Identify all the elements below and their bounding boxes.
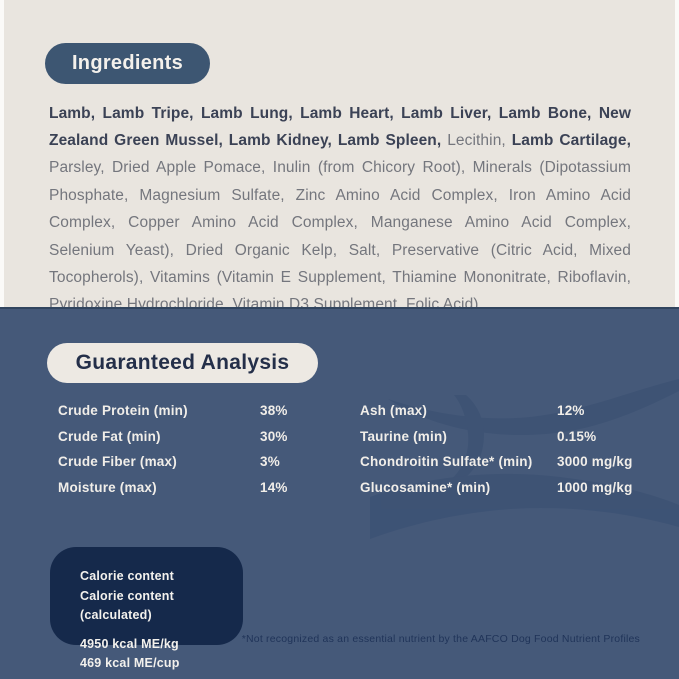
analysis-row-crude-fat: Crude Fat (min) 30%	[58, 429, 358, 455]
analysis-value: 3%	[260, 454, 280, 470]
right-edge-strip	[675, 0, 679, 307]
analysis-label: Taurine (min)	[360, 428, 448, 444]
analysis-value: 14%	[260, 480, 288, 496]
analysis-left-column: Crude Protein (min) 38% Crude Fat (min) …	[58, 403, 358, 506]
analysis-value: 3000 mg/kg	[557, 454, 633, 470]
analysis-value: 38%	[260, 403, 288, 418]
left-edge-strip	[0, 0, 4, 307]
ingredients-segment-bold-1: Lamb, Lamb Tripe, Lamb Lung, Lamb Heart,…	[49, 104, 631, 149]
analysis-label: Chondroitin Sulfate* (min)	[360, 454, 533, 470]
ingredients-segment-regular-1: Lecithin,	[447, 131, 506, 149]
analysis-label: Crude Fat (min)	[58, 428, 161, 444]
analysis-label: Ash (max)	[360, 403, 428, 418]
ingredients-list-text: Lamb, Lamb Tripe, Lamb Lung, Lamb Heart,…	[49, 100, 631, 319]
analysis-right-column: Ash (max) 12% Taurine (min) 0.15% Chondr…	[360, 403, 660, 506]
analysis-row-taurine: Taurine (min) 0.15%	[360, 429, 660, 455]
analysis-label: Moisture (max)	[58, 480, 157, 496]
guaranteed-analysis-title: Guaranteed Analysis	[75, 351, 290, 374]
calorie-content-calculated-line: Calorie content (calculated)	[80, 588, 174, 623]
calorie-kcal-kg: 4950 kcal ME/kg	[80, 636, 179, 651]
calorie-kcal-cup: 469 kcal ME/cup	[80, 656, 180, 670]
calorie-content-line: Calorie content	[80, 569, 174, 583]
analysis-value: 30%	[260, 428, 288, 444]
ingredients-segment-regular-2: Parsley, Dried Apple Pomace, Inulin (fro…	[49, 159, 631, 314]
analysis-label: Crude Protein (min)	[58, 403, 188, 418]
analysis-row-crude-protein: Crude Protein (min) 38%	[58, 403, 358, 429]
guaranteed-analysis-title-pill: Guaranteed Analysis	[47, 343, 318, 383]
calorie-content-box: Calorie content Calorie content (calcula…	[50, 547, 243, 670]
analysis-value: 0.15%	[557, 428, 597, 444]
analysis-row-glucosamine: Glucosamine* (min) 1000 mg/kg	[360, 480, 660, 506]
ingredients-title: Ingredients	[71, 52, 184, 74]
ingredients-section: Ingredients Lamb, Lamb Tripe, Lamb Lung,…	[0, 0, 679, 313]
ingredients-segment-bold-2: Lamb Cartilage,	[511, 131, 631, 149]
analysis-row-ash: Ash (max) 12%	[360, 403, 660, 429]
guaranteed-analysis-section: Guaranteed Analysis Crude Protein (min) …	[0, 307, 679, 679]
analysis-value: 1000 mg/kg	[557, 480, 633, 496]
analysis-label: Glucosamine* (min)	[360, 480, 491, 496]
ingredients-title-pill: Ingredients	[45, 43, 210, 84]
analysis-label: Crude Fiber (max)	[58, 454, 177, 470]
analysis-row-moisture: Moisture (max) 14%	[58, 480, 358, 506]
aafco-footnote: *Not recognized as an essential nutrient…	[241, 633, 640, 645]
analysis-value: 12%	[557, 403, 585, 418]
analysis-row-chondroitin: Chondroitin Sulfate* (min) 3000 mg/kg	[360, 454, 660, 480]
analysis-row-crude-fiber: Crude Fiber (max) 3%	[58, 454, 358, 480]
